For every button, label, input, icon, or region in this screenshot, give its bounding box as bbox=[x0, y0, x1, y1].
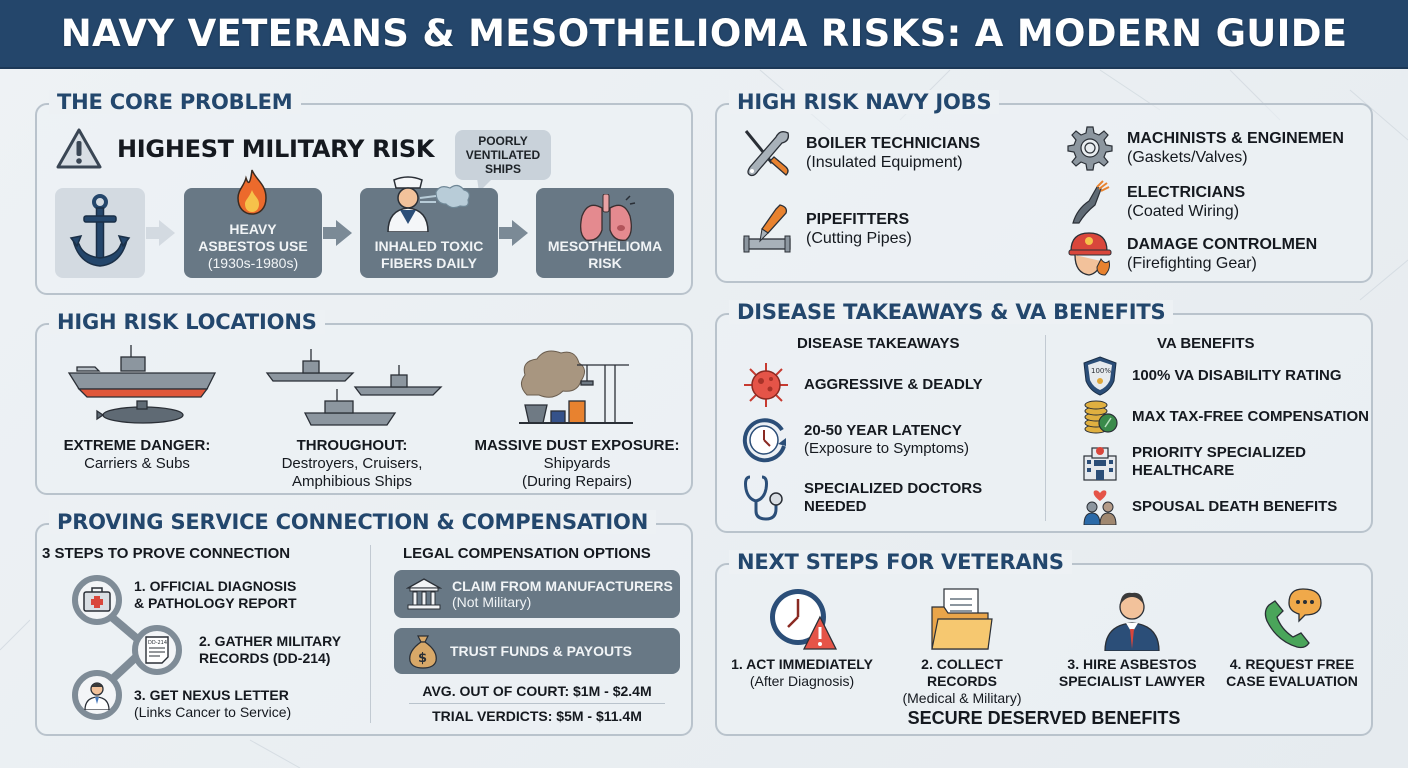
lawyer-icon bbox=[1104, 592, 1160, 652]
trial-verdicts: TRIAL VERDICTS: $5M - $11.4M bbox=[432, 708, 642, 724]
couple-heart-icon bbox=[1083, 490, 1117, 525]
location-warships: THROUGHOUT: Destroyers, Cruisers, Amphib… bbox=[281, 437, 423, 490]
job-boiler-technicians: BOILER TECHNICIANS (Insulated Equipment) bbox=[742, 127, 980, 179]
claim-manufacturers-option: CLAIM FROM MANUFACTURERS (Not Military) bbox=[394, 570, 680, 618]
carrier-submarine-icon bbox=[67, 345, 217, 424]
step-3-text: 3. GET NEXUS LETTER (Links Cancer to Ser… bbox=[134, 687, 292, 720]
virus-icon bbox=[744, 363, 788, 407]
proving-panel: PROVING SERVICE CONNECTION & COMPENSATIO… bbox=[35, 510, 693, 736]
mesothelioma-risk-box: MESOTHELIOMA RISK bbox=[536, 188, 674, 278]
takeaway-specialized-doctors: SPECIALIZED DOCTORS NEEDED bbox=[742, 473, 982, 523]
shield-icon: 100% bbox=[1083, 356, 1117, 396]
pipe-cutter-icon bbox=[743, 204, 791, 253]
jobs-panel: HIGH RISK NAVY JOBS BOILER TECHNICIANS (… bbox=[715, 90, 1373, 283]
section-title-proving: PROVING SERVICE CONNECTION & COMPENSATIO… bbox=[49, 510, 657, 534]
step-2-text: 2. GATHER MILITARY RECORDS (DD-214) bbox=[199, 633, 342, 666]
core-problem-panel: THE CORE PROBLEM HIGHEST MILITARY RISK P… bbox=[35, 90, 693, 295]
poorly-ventilated-bubble: POORLY VENTILATED SHIPS bbox=[455, 130, 551, 180]
doctor-icon bbox=[84, 682, 110, 710]
section-title-disease: DISEASE TAKEAWAYS & VA BENEFITS bbox=[729, 300, 1174, 324]
anchor-icon bbox=[69, 194, 131, 267]
warships-icon bbox=[265, 349, 443, 426]
flow-arrow-3-shaft bbox=[499, 227, 513, 239]
next-step-act-immediately: 1. ACT IMMEDIATELY (After Diagnosis) bbox=[727, 587, 877, 690]
takeaway-aggressive: AGGRESSIVE & DEADLY bbox=[742, 361, 983, 409]
headline-text: HIGHEST MILITARY RISK bbox=[117, 135, 435, 163]
folder-icon bbox=[931, 588, 993, 650]
shipyard-icon bbox=[519, 350, 633, 424]
trust-funds-option: $ TRUST FUNDS & PAYOUTS bbox=[394, 628, 680, 674]
job-machinists: MACHINISTS & ENGINEMEN (Gaskets/Valves) bbox=[1067, 125, 1344, 171]
section-title-jobs: HIGH RISK NAVY JOBS bbox=[729, 90, 1000, 114]
warning-icon bbox=[56, 128, 102, 169]
takeaway-latency: 20-50 YEAR LATENCY (Exposure to Symptoms… bbox=[742, 416, 969, 464]
gear-icon bbox=[1067, 126, 1113, 171]
clock-latency-icon bbox=[742, 418, 786, 463]
courthouse-icon bbox=[406, 578, 442, 610]
inhaled-fibers-box: INHALED TOXIC FIBERS DAILY bbox=[360, 176, 498, 278]
medical-kit-icon bbox=[83, 587, 111, 612]
section-title-next-steps: NEXT STEPS FOR VETERANS bbox=[729, 550, 1072, 574]
step-2-circle: DD-214 bbox=[132, 625, 182, 675]
lungs-icon bbox=[580, 194, 636, 241]
benefit-disability-rating: 100% 100% VA DISABILITY RATING bbox=[1082, 355, 1341, 397]
step-1-text: 1. OFFICIAL DIAGNOSIS & PATHOLOGY REPORT bbox=[134, 578, 297, 611]
flow-arrow-1 bbox=[159, 220, 175, 246]
flow-arrow-2-shaft bbox=[323, 227, 337, 239]
job-pipefitters: PIPEFITTERS (Cutting Pipes) bbox=[742, 203, 912, 255]
secure-benefits-footer: SECURE DESERVED BENEFITS bbox=[907, 708, 1181, 728]
step-1-circle bbox=[72, 575, 122, 625]
next-steps-panel: NEXT STEPS FOR VETERANS 1. ACT IMMEDIATE… bbox=[715, 550, 1373, 736]
section-title-locations: HIGH RISK LOCATIONS bbox=[49, 310, 325, 334]
flow-arrow-2 bbox=[336, 220, 352, 246]
next-step-free-evaluation: 4. REQUEST FREE CASE EVALUATION bbox=[1217, 587, 1367, 690]
firefighter-helmet-icon bbox=[1068, 232, 1112, 276]
anchor-box bbox=[55, 188, 145, 278]
next-step-hire-lawyer: 3. HIRE ASBESTOS SPECIALIST LAWYER bbox=[1057, 587, 1207, 690]
job-damage-controlmen: DAMAGE CONTROLMEN (Firefighting Gear) bbox=[1067, 231, 1317, 277]
disease-divider bbox=[1045, 335, 1046, 521]
disease-panel: DISEASE TAKEAWAYS & VA BENEFITS DISEASE … bbox=[715, 300, 1373, 533]
job-electricians: ELECTRICIANS (Coated Wiring) bbox=[1067, 179, 1245, 225]
wrench-screwdriver-icon bbox=[744, 130, 790, 177]
flow-arrow-1-shaft bbox=[146, 227, 160, 239]
wire-icon bbox=[1072, 180, 1110, 224]
next-step-collect-records: 2. COLLECT RECORDS (Medical & Military) bbox=[887, 587, 1037, 707]
flow-arrow-3 bbox=[512, 220, 528, 246]
money-bag-icon: $ bbox=[409, 635, 437, 669]
clock-alert-icon bbox=[770, 589, 838, 650]
section-title-core-problem: THE CORE PROBLEM bbox=[49, 90, 301, 114]
location-carriers: EXTREME DANGER: Carriers & Subs bbox=[63, 437, 211, 472]
document-icon: DD-214 bbox=[145, 636, 169, 664]
location-shipyards: MASSIVE DUST EXPOSURE: Shipyards (During… bbox=[474, 437, 680, 490]
benefits-heading: VA BENEFITS bbox=[1157, 335, 1255, 352]
phone-chat-icon bbox=[1264, 588, 1322, 649]
money-divider bbox=[409, 703, 665, 704]
benefit-tax-free-compensation: MAX TAX-FREE COMPENSATION bbox=[1082, 399, 1369, 435]
step-3-circle bbox=[72, 670, 122, 720]
svg-text:DD-214: DD-214 bbox=[148, 640, 167, 646]
highest-risk-headline: HIGHEST MILITARY RISK bbox=[55, 127, 435, 171]
takeaways-heading: DISEASE TAKEAWAYS bbox=[797, 335, 960, 352]
fire-icon bbox=[237, 168, 267, 215]
benefit-priority-healthcare: PRIORITY SPECIALIZED HEALTHCARE bbox=[1082, 442, 1306, 482]
hospital-icon bbox=[1083, 447, 1117, 481]
heavy-asbestos-box: HEAVY ASBESTOS USE (1930s-1980s) bbox=[184, 168, 322, 278]
svg-text:100%: 100% bbox=[1091, 367, 1111, 375]
proving-divider bbox=[370, 545, 371, 723]
stethoscope-icon bbox=[744, 475, 783, 521]
avg-out-of-court: AVG. OUT OF COURT: $1M - $2.4M bbox=[422, 683, 652, 699]
steps-heading: 3 STEPS TO PROVE CONNECTION bbox=[42, 545, 291, 562]
benefit-spousal-death: SPOUSAL DEATH BENEFITS bbox=[1082, 489, 1337, 525]
svg-text:$: $ bbox=[418, 651, 427, 666]
sailor-icon bbox=[387, 176, 470, 232]
page-header: NAVY VETERANS & MESOTHELIOMA RISKS: A MO… bbox=[0, 0, 1408, 69]
legal-heading: LEGAL COMPENSATION OPTIONS bbox=[403, 545, 651, 562]
coins-icon bbox=[1084, 400, 1118, 434]
page-title: NAVY VETERANS & MESOTHELIOMA RISKS: A MO… bbox=[60, 12, 1348, 55]
locations-panel: HIGH RISK LOCATIONS EXTREME DANGER: Carr… bbox=[35, 310, 693, 495]
